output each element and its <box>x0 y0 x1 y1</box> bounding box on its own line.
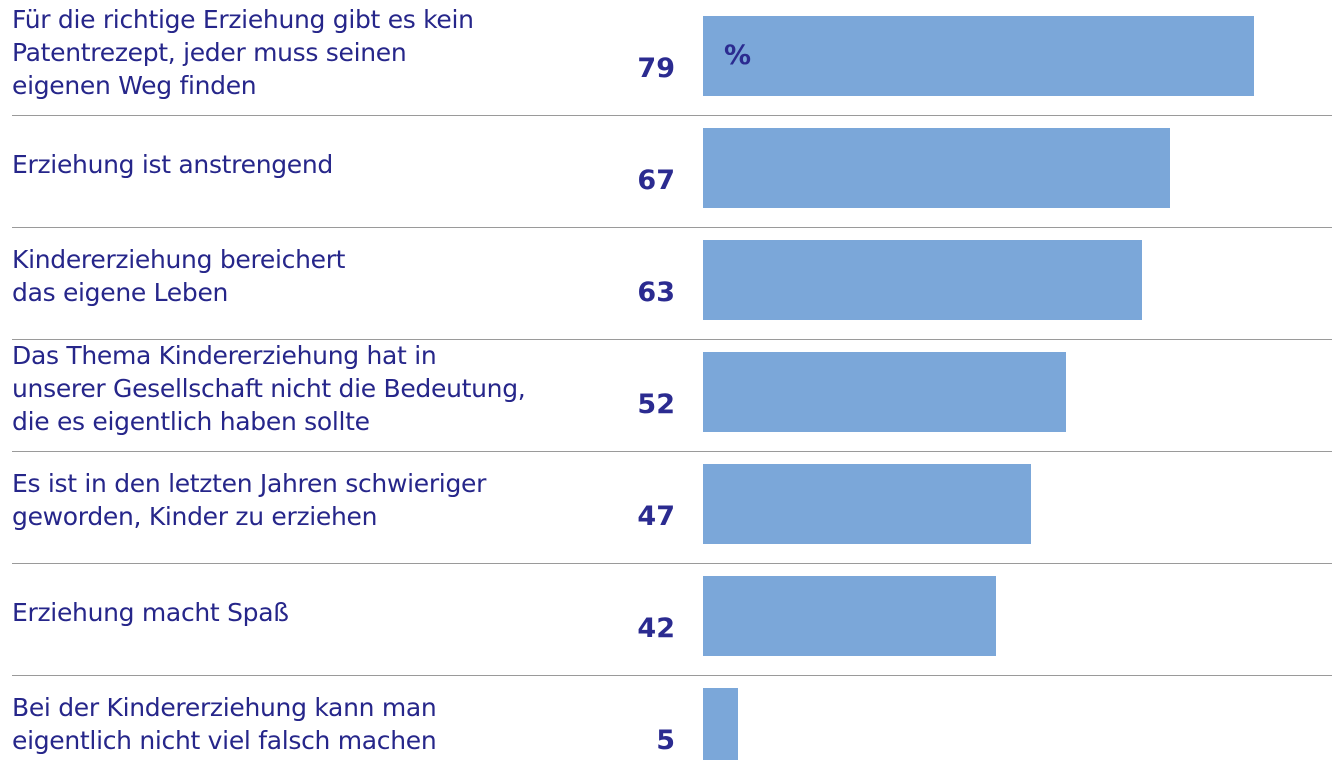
value-label: 42 <box>637 612 675 644</box>
value-label: 67 <box>637 164 675 196</box>
bar <box>703 464 1031 544</box>
category-label: Bei der Kindererziehung kann man eigentl… <box>12 693 437 755</box>
row-separator <box>12 227 1332 228</box>
bar <box>703 128 1171 208</box>
row-separator <box>12 115 1332 116</box>
bar <box>703 240 1143 320</box>
value-label: 47 <box>637 500 675 532</box>
category-label: Erziehung macht Spaß <box>12 597 289 627</box>
category-label: Es ist in den letzten Jahren schwieriger… <box>12 469 487 531</box>
value-label: 63 <box>637 276 675 308</box>
category-label: Erziehung ist anstrengend <box>12 149 334 179</box>
bar <box>703 16 1255 96</box>
row-separator <box>12 675 1332 676</box>
value-label: 79 <box>637 52 675 84</box>
unit-label: % <box>724 40 752 71</box>
value-label: 5 <box>656 724 675 756</box>
bar <box>703 576 996 656</box>
category-label: Kindererziehung bereichert das eigene Le… <box>12 245 346 307</box>
category-label: Das Thema Kindererziehung hat in unserer… <box>12 340 526 436</box>
category-label: Für die richtige Erziehung gibt es kein … <box>12 4 474 100</box>
bar <box>703 352 1066 432</box>
row-separator <box>12 339 1332 340</box>
row-separator <box>12 563 1332 564</box>
row-separator <box>12 451 1332 452</box>
value-label: 52 <box>637 388 675 420</box>
bar <box>703 688 738 760</box>
